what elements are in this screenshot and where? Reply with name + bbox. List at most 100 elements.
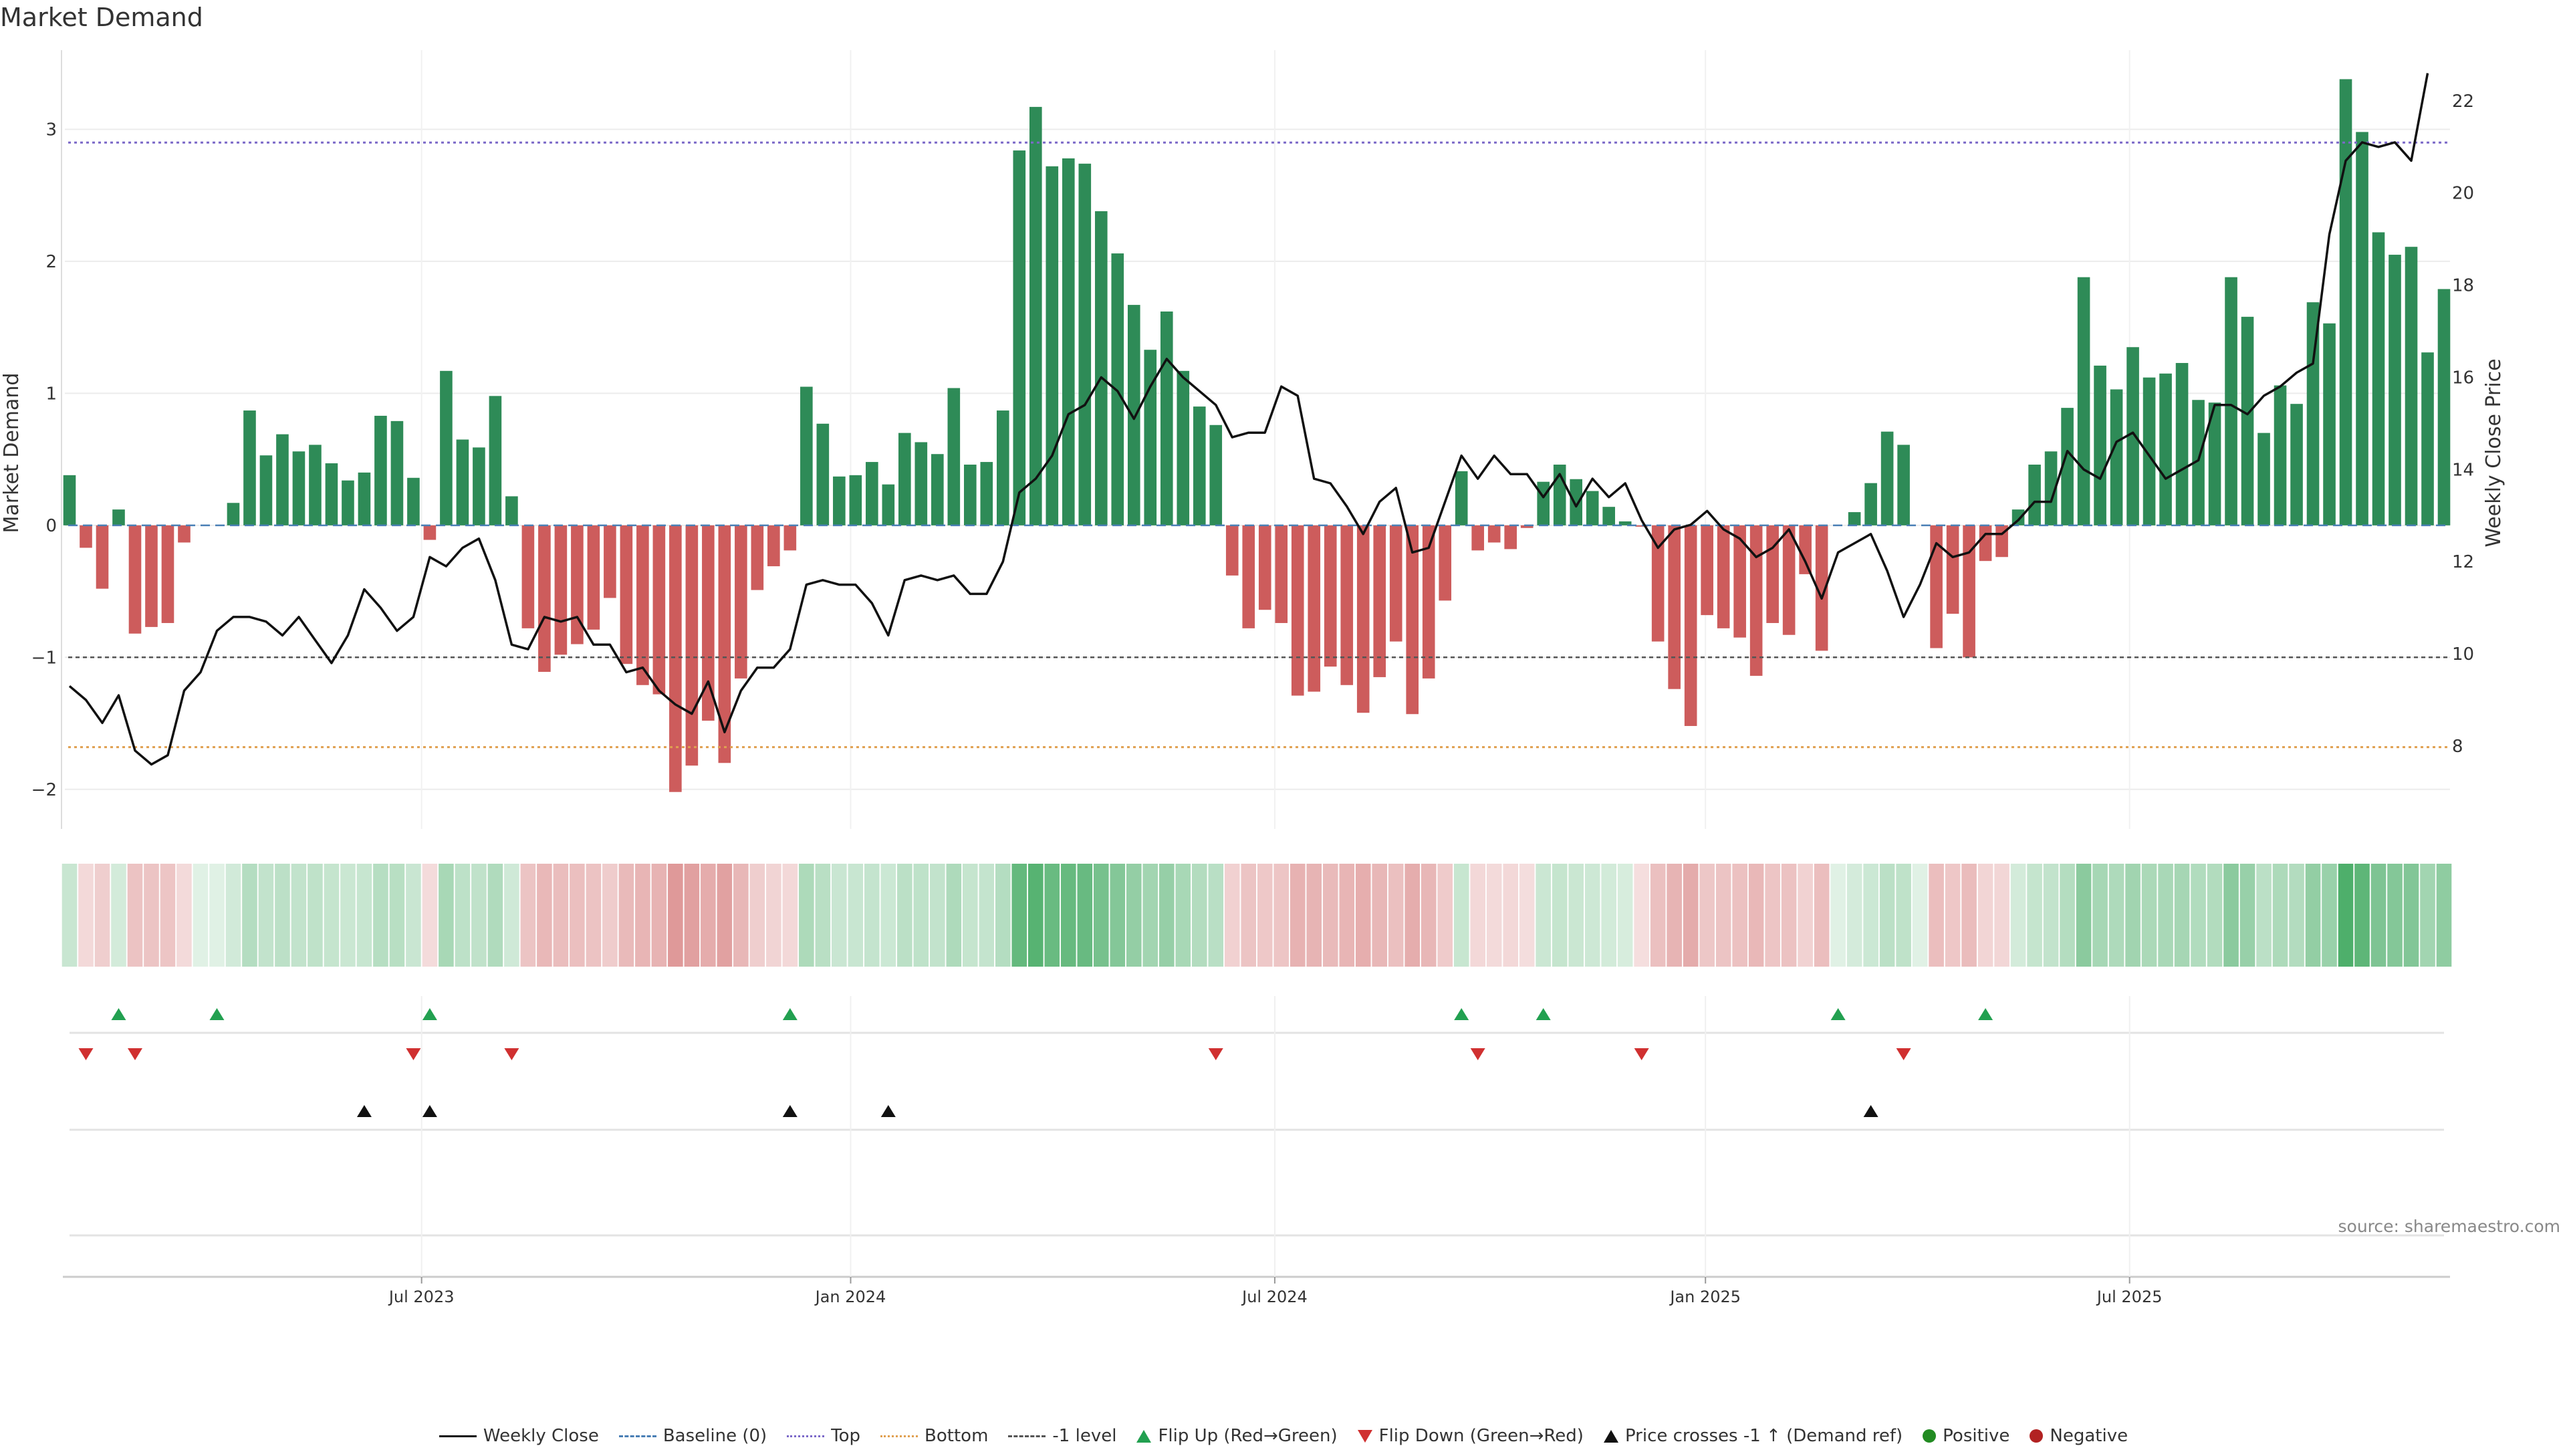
heat-cell bbox=[782, 864, 798, 967]
heat-cell bbox=[570, 864, 585, 967]
heat-cell bbox=[2305, 864, 2321, 967]
legend-item: Flip Up (Red→Green) bbox=[1136, 1426, 1338, 1446]
flip-down-marker bbox=[1470, 1048, 1485, 1060]
heat-cell bbox=[848, 864, 864, 967]
demand-bar bbox=[2306, 302, 2320, 525]
demand-bar bbox=[456, 439, 469, 525]
demand-bar bbox=[1618, 521, 1632, 525]
heat-cell bbox=[913, 864, 929, 967]
demand-bar bbox=[898, 433, 911, 525]
demand-bar bbox=[587, 525, 600, 630]
demand-bar bbox=[964, 465, 977, 525]
demand-bar bbox=[1963, 525, 1975, 658]
heat-cell bbox=[864, 864, 880, 967]
heat-cell bbox=[1961, 864, 1977, 967]
x-tick-label: Jan 2025 bbox=[1669, 1288, 1741, 1306]
demand-bar bbox=[2372, 232, 2385, 525]
demand-bar bbox=[1880, 431, 1894, 525]
flip-up-marker bbox=[782, 1008, 798, 1020]
heat-cell bbox=[520, 864, 536, 967]
y2-tick-label: 20 bbox=[2452, 184, 2474, 204]
heat-cell bbox=[1814, 864, 1830, 967]
legend-item: -1 level bbox=[1008, 1426, 1116, 1446]
demand-bar bbox=[374, 415, 387, 525]
heat-cell bbox=[291, 864, 307, 967]
heat-cell bbox=[127, 864, 143, 967]
heat-cell bbox=[308, 864, 323, 967]
flip-up-marker bbox=[1978, 1008, 1993, 1020]
demand-bar bbox=[63, 475, 76, 525]
demand-bar bbox=[342, 480, 354, 525]
y-tick-label: 0 bbox=[45, 516, 57, 536]
demand-bar bbox=[604, 525, 616, 598]
y-tick-label: 1 bbox=[45, 384, 57, 404]
chart-title: Market Demand bbox=[0, 3, 203, 32]
heat-cell bbox=[1765, 864, 1780, 967]
x-tick-label: Jul 2023 bbox=[388, 1288, 455, 1306]
demand-bar bbox=[1029, 106, 1042, 525]
demand-bar bbox=[1487, 525, 1501, 543]
demand-bar bbox=[1602, 507, 1615, 525]
x-tick-label: Jul 2025 bbox=[2096, 1288, 2163, 1306]
demand-bar bbox=[1242, 525, 1255, 628]
heat-cell bbox=[94, 864, 110, 967]
demand-bar bbox=[1324, 525, 1337, 667]
heat-cell bbox=[1748, 864, 1764, 967]
demand-bar bbox=[866, 462, 878, 525]
legend-line-swatch bbox=[787, 1435, 825, 1437]
heat-cell bbox=[2239, 864, 2255, 967]
demand-bar bbox=[2077, 277, 2090, 525]
heat-cell bbox=[2174, 864, 2190, 967]
demand-bar bbox=[145, 525, 158, 627]
y-tick-label: 2 bbox=[45, 252, 57, 272]
y-axis-label: Market Demand bbox=[0, 373, 23, 533]
heat-cell bbox=[1126, 864, 1142, 967]
demand-bar bbox=[390, 420, 404, 525]
demand-bar bbox=[325, 463, 338, 525]
heat-cell bbox=[2338, 864, 2354, 967]
demand-bar bbox=[1062, 158, 1075, 525]
demand-bar bbox=[2208, 402, 2221, 525]
demand-bar bbox=[1193, 406, 1206, 525]
y2-tick-label: 18 bbox=[2452, 276, 2474, 296]
demand-bar bbox=[2028, 465, 2041, 525]
demand-bar bbox=[1356, 525, 1370, 713]
heat-cell bbox=[1846, 864, 1862, 967]
legend-item: Top bbox=[787, 1426, 860, 1446]
demand-bar bbox=[80, 525, 92, 548]
demand-bar bbox=[1504, 525, 1517, 550]
legend-item: Weekly Close bbox=[439, 1426, 599, 1446]
flip-up-marker bbox=[1830, 1008, 1846, 1020]
demand-bar bbox=[489, 396, 502, 525]
heat-cell bbox=[1781, 864, 1797, 967]
heat-cell bbox=[1732, 864, 1747, 967]
heat-cell bbox=[1077, 864, 1093, 967]
flip-down-marker bbox=[1208, 1048, 1223, 1060]
heat-cell bbox=[1634, 864, 1649, 967]
heat-cell bbox=[2043, 864, 2059, 967]
heat-cell bbox=[356, 864, 372, 967]
heat-cell bbox=[1388, 864, 1404, 967]
price-cross-marker bbox=[356, 1105, 372, 1117]
heat-cell bbox=[176, 864, 192, 967]
heat-cell bbox=[2158, 864, 2173, 967]
heat-cell bbox=[1290, 864, 1306, 967]
legend-label: -1 level bbox=[1052, 1426, 1117, 1446]
demand-bar bbox=[358, 472, 371, 525]
triangle-up-icon bbox=[1136, 1429, 1152, 1443]
dot-icon bbox=[2030, 1429, 2044, 1443]
heat-cell bbox=[2387, 864, 2403, 967]
demand-bar bbox=[2044, 451, 2058, 525]
demand-bar bbox=[1635, 525, 1648, 527]
demand-bar bbox=[243, 410, 256, 525]
heat-cell bbox=[1715, 864, 1731, 967]
demand-bar bbox=[538, 525, 551, 673]
heat-cell bbox=[684, 864, 700, 967]
demand-bar bbox=[1209, 424, 1223, 525]
demand-bar bbox=[1799, 525, 1812, 574]
legend-line-swatch bbox=[1008, 1435, 1046, 1437]
legend-line-swatch bbox=[439, 1435, 477, 1437]
heat-cell bbox=[2354, 864, 2370, 967]
y2-tick-label: 14 bbox=[2452, 460, 2474, 480]
heat-cell bbox=[62, 864, 78, 967]
